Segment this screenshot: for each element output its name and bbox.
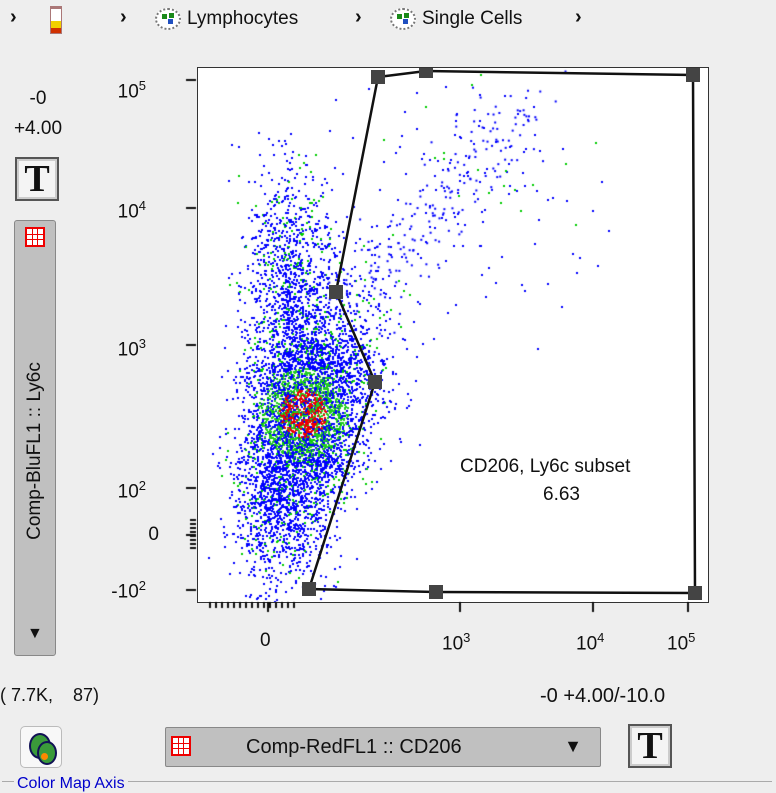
breadcrumb-chevron[interactable]: › [355, 6, 362, 28]
tube-icon[interactable] [50, 6, 62, 34]
y-axis-max: +4.00 [13, 118, 63, 139]
y-tick: 105 [117, 78, 146, 103]
y-axis-transform-button[interactable]: T [15, 157, 59, 201]
y-tick: 0 [148, 524, 159, 545]
x-axis-parameter-label: Comp-RedFL1 :: CD206 [246, 736, 462, 758]
gate-vertex-handle[interactable] [419, 68, 433, 78]
gate-vertex-handle[interactable] [371, 70, 385, 84]
breadcrumb-chevron[interactable]: › [120, 6, 127, 28]
gate-icon [155, 8, 181, 30]
plot-area[interactable]: CD206, Ly6c subset 6.63 [197, 67, 709, 603]
y-axis-min: -0 [29, 88, 47, 109]
cursor-readout: ( 7.7K, 87) [0, 685, 100, 705]
x-tick: 0 [260, 630, 271, 651]
breadcrumb-single-cells[interactable]: Single Cells [390, 8, 522, 30]
x-tick: 103 [442, 630, 471, 655]
breadcrumb-lymphocytes[interactable]: Lymphocytes [155, 8, 298, 30]
y-axis-parameter-select[interactable]: Comp-BluFL1 :: Ly6c ▼ [14, 220, 56, 656]
dropdown-arrow-icon: ▼ [27, 625, 43, 642]
x-tick: 104 [576, 630, 605, 655]
gate-vertex-handle[interactable] [302, 582, 316, 596]
gate-value: 6.63 [543, 484, 580, 505]
gate-vertex-handle[interactable] [429, 585, 443, 599]
gate-name: CD206, Ly6c subset [460, 456, 631, 477]
x-axis-range: -0 +4.00/-10.0 [540, 685, 666, 707]
grid-icon [171, 736, 191, 756]
breadcrumb-label: Single Cells [422, 8, 523, 29]
y-tick: 103 [117, 336, 146, 361]
gate-vertex-handle[interactable] [329, 285, 343, 299]
gate-icon [390, 8, 416, 30]
y-tick: 102 [117, 478, 146, 503]
color-map-axis-label: Color Map Axis [14, 775, 128, 793]
breadcrumb-label: Lymphocytes [187, 8, 299, 29]
grid-icon [25, 227, 45, 247]
color-map-fieldset [2, 781, 772, 782]
dropdown-arrow-icon: ▼ [564, 736, 582, 756]
gate-vertex-handle[interactable] [686, 68, 700, 82]
x-axis-parameter-select[interactable]: Comp-RedFL1 :: CD206 ▼ [165, 727, 601, 767]
breadcrumb-chevron[interactable]: › [575, 6, 582, 28]
gate-polygon[interactable] [198, 68, 708, 602]
y-axis-parameter-label: Comp-BluFL1 :: Ly6c [24, 362, 45, 540]
x-axis-transform-button[interactable]: T [628, 724, 672, 768]
x-tick: 105 [667, 630, 696, 655]
gate-vertex-handle[interactable] [368, 375, 382, 389]
gate-vertex-handle[interactable] [688, 586, 702, 600]
plot-type-button[interactable] [20, 726, 62, 768]
y-tick: -102 [111, 578, 146, 603]
y-tick: 104 [117, 198, 146, 223]
breadcrumb-chevron[interactable]: › [10, 6, 17, 28]
